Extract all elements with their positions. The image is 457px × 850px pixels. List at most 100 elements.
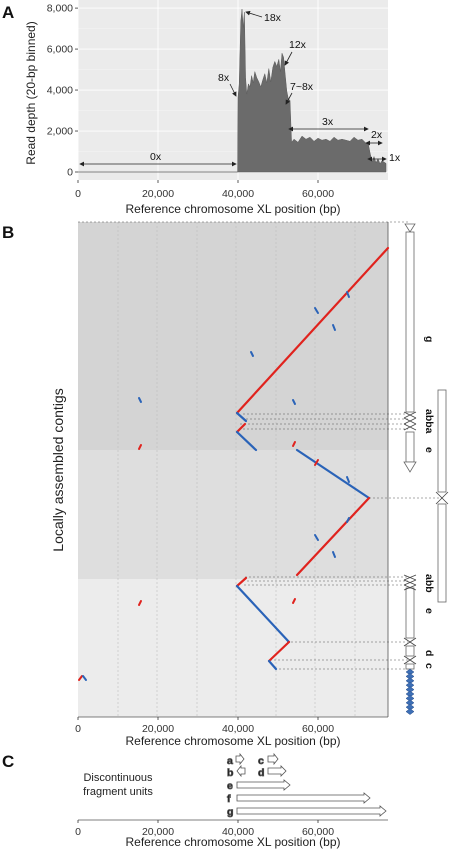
unit-d-arrow — [267, 765, 287, 777]
panel-b-y-axis-title: Locally assembled contigs — [50, 388, 66, 551]
contig-bar-e-lower — [405, 587, 415, 639]
unit-f-label: f — [227, 793, 231, 805]
contig-bar-f-upper — [437, 389, 447, 493]
forward-segment — [235, 422, 247, 434]
reverse-segment — [295, 448, 371, 500]
anno-0x: 0x — [150, 151, 162, 163]
panel-c-x-ticks: 0 20,000 40,000 60,000 — [75, 820, 334, 838]
x-tick-label: 20,000 — [142, 723, 174, 735]
reverse-segment — [235, 584, 291, 644]
unit-e-label: e — [227, 780, 233, 792]
anno-3x: 3x — [322, 116, 334, 128]
label-e-upper: e — [423, 447, 435, 453]
legend-line-2: fragment units — [83, 786, 153, 798]
panel-c-fragment-units: Discontinuous fragment units a b c d e f… — [75, 752, 388, 849]
contig-bar-d — [405, 645, 415, 657]
y-tick-label: 4,000 — [47, 85, 73, 97]
legend-line-1: Discontinuous — [83, 772, 153, 784]
anno-18x: 18x — [264, 12, 282, 24]
contig-band-f — [78, 450, 388, 579]
x-tick-label: 0 — [75, 188, 81, 200]
contig-bar-top-arrow — [404, 223, 416, 233]
anno-2x: 2x — [371, 129, 383, 141]
panel-b-letter: B — [2, 223, 14, 242]
panel-a-y-ticks: 0 2,000 4,000 6,000 8,000 — [47, 3, 78, 179]
forward-segment — [267, 640, 291, 663]
panel-a-y-axis-title: Read depth (20-bp binned) — [24, 21, 38, 164]
unit-a-arrow — [235, 752, 245, 766]
x-tick-label: 0 — [75, 826, 81, 838]
forward-segment — [235, 246, 390, 415]
anno-1x: 1x — [389, 152, 401, 164]
y-tick-label: 0 — [67, 167, 73, 179]
panel-a-depth-plot: 0 2,000 4,000 6,000 8,000 0 20,000 40,000 60,00… — [24, 0, 401, 216]
panel-b-x-ticks: 0 20,000 40,000 60,000 — [75, 717, 334, 735]
breakpoint-marks — [403, 411, 449, 665]
forward-segment — [235, 576, 248, 588]
unit-d-label: d — [258, 767, 264, 779]
anno-12x: 12x — [289, 39, 307, 51]
label-e-lower: e — [423, 608, 435, 614]
panel-a-x-ticks: 0 20,000 40,000 60,000 — [75, 180, 334, 200]
unit-f-arrow — [236, 792, 371, 804]
contig-band-g — [78, 222, 388, 450]
forward-segment — [295, 496, 371, 577]
anno-7-8x: 7~8x — [290, 81, 314, 93]
panel-a-letter: A — [2, 3, 14, 22]
x-tick-label: 20,000 — [142, 826, 174, 838]
coverage-annotations: 0x 8x 18x 12x 7~8x 3x 2x 1x — [79, 10, 401, 167]
x-tick-label: 40,000 — [222, 723, 254, 735]
x-tick-label: 20,000 — [142, 188, 174, 200]
unit-b-label: b — [227, 767, 233, 779]
panel-b-dot-plot: g abba e f f abb e c d 0 20,000 40,000 60,0… — [50, 221, 457, 748]
reverse-segment — [235, 430, 258, 452]
panel-c-x-axis-title: Reference chromosome XL position (bp) — [126, 835, 341, 849]
label-f-upper: f — [455, 456, 457, 460]
x-tick-label: 60,000 — [302, 826, 334, 838]
unit-g-label: g — [227, 806, 233, 818]
reverse-segment — [235, 411, 248, 423]
anno-18x-pointer — [245, 10, 263, 18]
alignment-segments — [235, 246, 390, 671]
unit-e-arrow — [236, 779, 291, 791]
x-tick-label: 60,000 — [302, 723, 334, 735]
x-tick-label: 60,000 — [302, 188, 334, 200]
x-tick-label: 40,000 — [222, 188, 254, 200]
label-c: c — [423, 663, 435, 669]
contig-bar-g-column — [403, 223, 417, 670]
label-abb: abb — [423, 574, 435, 593]
panel-a-x-axis-title: Reference chromosome XL position (bp) — [126, 202, 341, 216]
diamond-marker — [405, 708, 415, 715]
anno-8x-pointer — [229, 83, 237, 97]
contig-band-e — [78, 579, 388, 717]
label-d: d — [423, 650, 435, 656]
anno-12x-pointer — [284, 51, 293, 66]
y-tick-label: 6,000 — [47, 44, 73, 56]
x-tick-label: 40,000 — [222, 826, 254, 838]
panel-b-grid — [117, 222, 356, 717]
contig-bar-g — [405, 231, 415, 413]
contig-bar-f-lower — [437, 503, 447, 603]
contig-bar-e-upper — [405, 431, 415, 463]
unit-c-arrow — [267, 752, 279, 766]
y-tick-label: 2,000 — [47, 126, 73, 138]
alignment-connectors — [78, 221, 442, 670]
unit-a-label: a — [227, 755, 233, 767]
panel-b-x-axis-title: Reference chromosome XL position (bp) — [126, 734, 341, 748]
panel-c-letter: C — [2, 752, 14, 771]
repeat-dots — [78, 291, 350, 681]
contig-bar-f-column — [437, 389, 447, 603]
reverse-segment — [267, 659, 278, 671]
contig-bar-e-arrow — [403, 461, 417, 473]
label-f-lower: f — [455, 539, 457, 543]
y-tick-label: 8,000 — [47, 3, 73, 15]
fragment-arrows: a b c d e f g — [227, 752, 387, 818]
anno-7-8x-pointer — [285, 92, 293, 105]
unit-b-arrow — [236, 764, 246, 778]
label-g: g — [423, 336, 435, 342]
anno-8x: 8x — [218, 72, 230, 84]
unit-g-arrow — [236, 805, 387, 817]
contig-bar-c — [405, 663, 415, 670]
label-abba: abba — [423, 409, 435, 434]
